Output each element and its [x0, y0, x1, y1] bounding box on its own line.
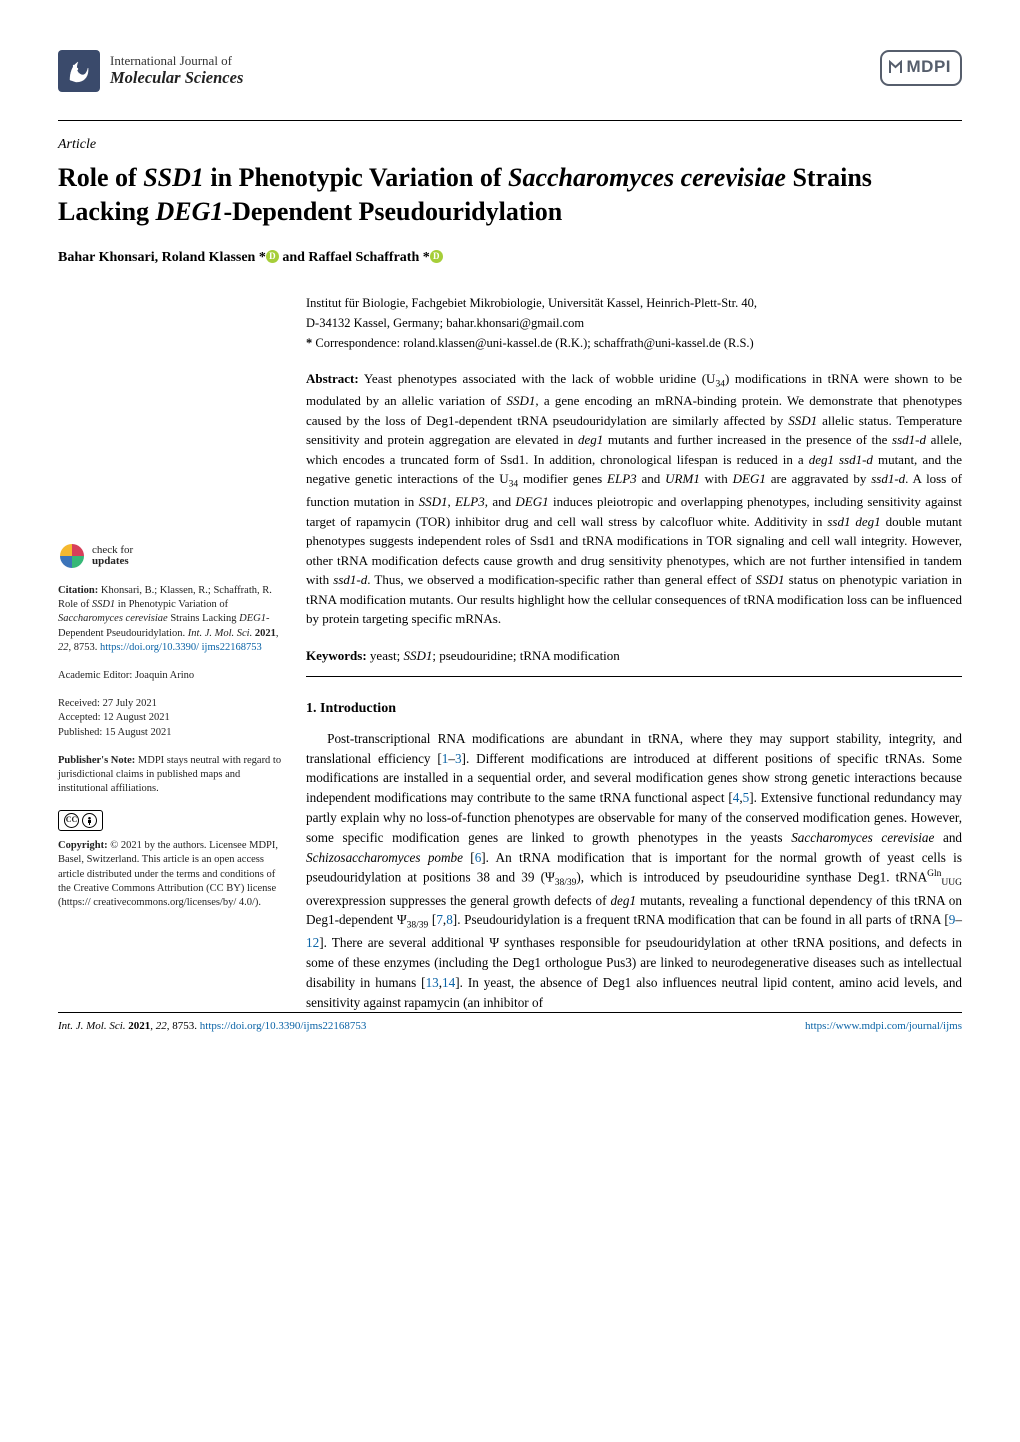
- article-type: Article: [58, 135, 962, 155]
- affiliation-block: Institut für Biologie, Fachgebiet Mikrob…: [306, 294, 962, 352]
- section-heading-1: 1. Introduction: [306, 699, 962, 719]
- correspondence: Correspondence: roland.klassen@uni-kasse…: [315, 336, 753, 350]
- journal-block: International Journal of Molecular Scien…: [58, 50, 243, 92]
- top-divider: [58, 120, 962, 121]
- copyright-block: Copyright: © 2021 by the authors. Licens…: [58, 839, 282, 910]
- orcid-icon: D: [430, 250, 443, 263]
- cc-icon: CC: [64, 813, 79, 828]
- authors: Bahar Khonsari, Roland Klassen *D and Ra…: [58, 248, 962, 268]
- check-updates-line2: updates: [92, 555, 129, 567]
- affil-line1: Institut für Biologie, Fachgebiet Mikrob…: [306, 294, 962, 312]
- publisher-name: MDPI: [907, 55, 952, 80]
- check-updates-icon: [58, 542, 86, 570]
- dates-block: Received: 27 July 2021 Accepted: 12 Augu…: [58, 697, 282, 740]
- footer: Int. J. Mol. Sci. 2021, 22, 8753. https:…: [58, 1012, 962, 1035]
- date-published: Published: 15 August 2021: [58, 726, 282, 740]
- citation-block: Citation: Khonsari, B.; Klassen, R.; Sch…: [58, 584, 282, 655]
- keywords-text: yeast; SSD1; pseudouridine; tRNA modific…: [370, 648, 620, 663]
- abstract: Abstract: Yeast phenotypes associated wi…: [306, 369, 962, 629]
- journal-name-line1: International Journal of: [110, 54, 243, 69]
- corr-star: *: [306, 336, 312, 350]
- date-accepted: Accepted: 12 August 2021: [58, 711, 282, 725]
- footer-left: Int. J. Mol. Sci. 2021, 22, 8753. https:…: [58, 1019, 366, 1035]
- article-title: Role of SSD1 in Phenotypic Variation of …: [58, 161, 962, 228]
- abstract-label: Abstract:: [306, 371, 359, 386]
- keywords: Keywords: yeast; SSD1; pseudouridine; tR…: [306, 647, 962, 666]
- journal-logo-icon: [58, 50, 100, 92]
- date-received: Received: 27 July 2021: [58, 697, 282, 711]
- keywords-divider: [306, 676, 962, 677]
- by-icon: [82, 813, 97, 828]
- publishers-note: Publisher's Note: MDPI stays neutral wit…: [58, 754, 282, 797]
- abstract-text: Yeast phenotypes associated with the lac…: [306, 371, 962, 627]
- footer-right[interactable]: https://www.mdpi.com/journal/ijms: [805, 1019, 962, 1035]
- orcid-icon: D: [266, 250, 279, 263]
- check-updates[interactable]: check for updates: [58, 542, 282, 570]
- cc-license-badge: CC: [58, 810, 282, 831]
- sidebar: check for updates Citation: Khonsari, B.…: [58, 294, 282, 1012]
- mdpi-logo: MDPI: [880, 50, 963, 86]
- header: International Journal of Molecular Scien…: [58, 50, 962, 92]
- main-column: Institut für Biologie, Fachgebiet Mikrob…: [306, 294, 962, 1012]
- journal-name-line2: Molecular Sciences: [110, 69, 243, 88]
- academic-editor: Academic Editor: Joaquin Arino: [58, 669, 282, 683]
- affil-line2: D-34132 Kassel, Germany; bahar.khonsari@…: [306, 314, 962, 332]
- intro-paragraph-1: Post-transcriptional RNA modifications a…: [306, 729, 962, 1013]
- keywords-label: Keywords:: [306, 648, 367, 663]
